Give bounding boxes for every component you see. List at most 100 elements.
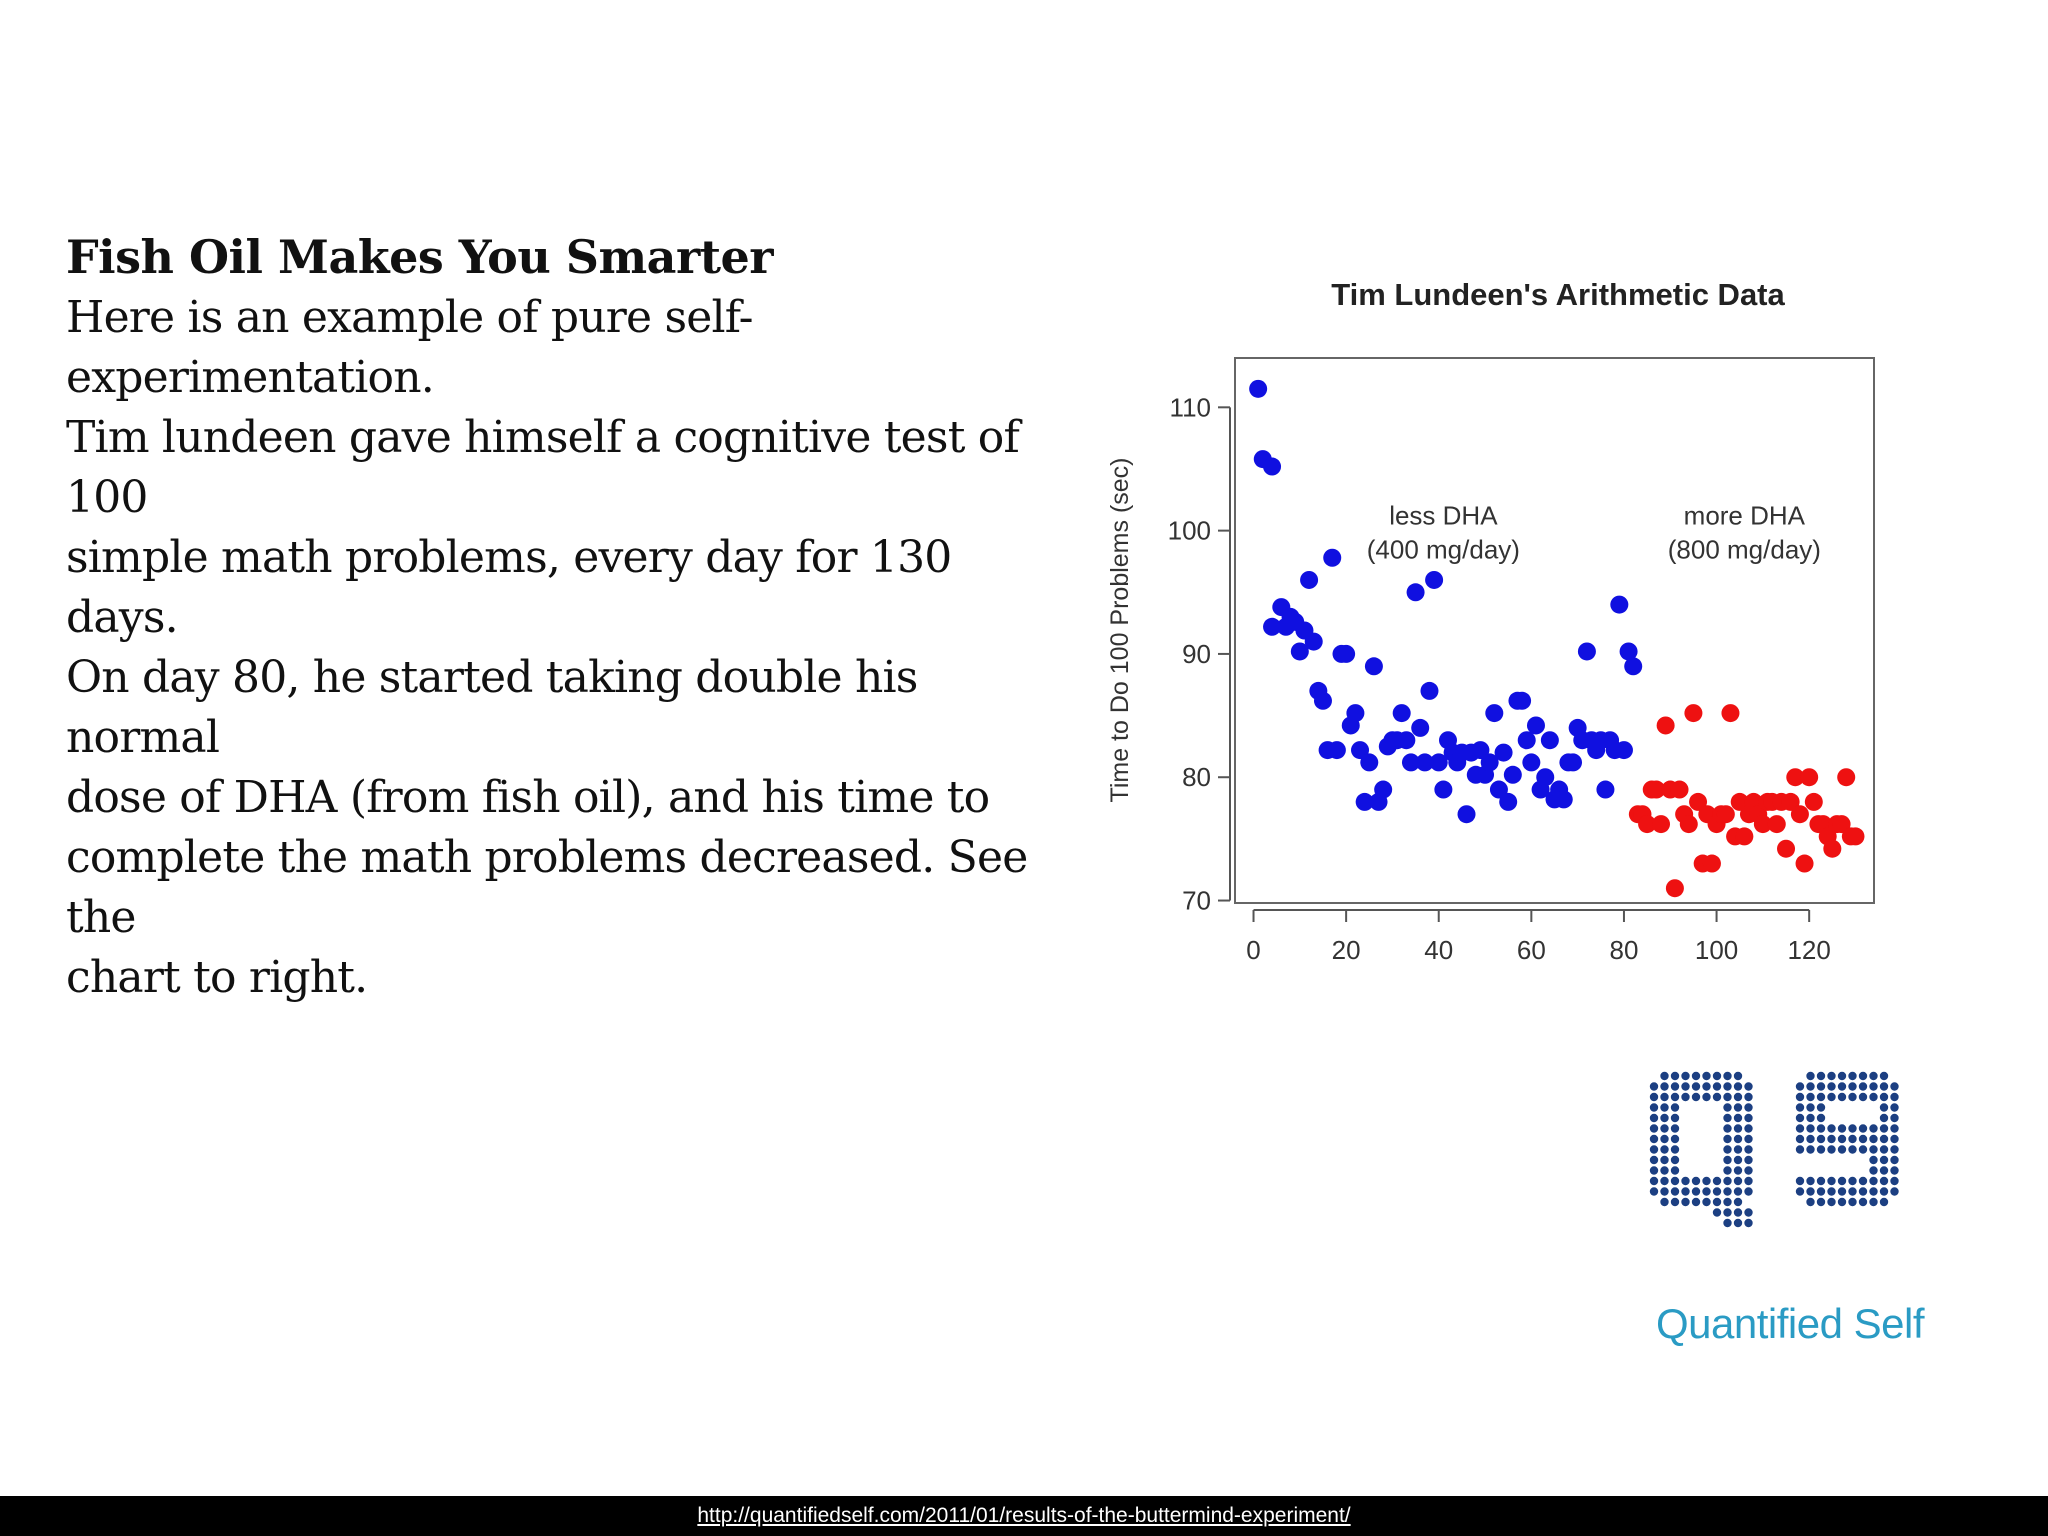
logo-dot [1869,1082,1878,1091]
logo-dot [1702,1176,1711,1186]
data-point [1716,805,1735,824]
x-tick-label: 100 [1695,935,1738,965]
arithmetic-scatter-chart: Tim Lundeen's Arithmetic Data Time to Do… [1106,277,1875,965]
logo-dot [1879,1145,1889,1154]
logo-dot [1702,1092,1711,1102]
data-point [1351,741,1370,760]
logo-dot [1723,1124,1732,1133]
logo-dot [1660,1134,1669,1144]
source-link[interactable]: http://quantifiedself.com/2011/01/result… [697,1504,1351,1527]
annotation-line: more DHA [1684,500,1806,530]
logo-dot [1660,1166,1669,1175]
logo-dot [1702,1071,1711,1081]
logo-dot [1744,1092,1753,1102]
logo-dot [1712,1092,1722,1102]
footer-bar: http://quantifiedself.com/2011/01/result… [0,1496,2048,1536]
logo-dot [1858,1187,1868,1196]
logo-dot [1806,1124,1815,1133]
logo-dot [1879,1071,1889,1081]
logo-dot [1660,1155,1669,1165]
data-point [1499,792,1518,811]
logo-dot [1858,1092,1868,1102]
logo-dot [1879,1124,1889,1133]
logo-dot [1744,1155,1753,1165]
logo-dot [1681,1082,1690,1091]
logo-dot [1744,1124,1753,1133]
data-point [1777,839,1796,858]
logo-dot [1816,1187,1826,1196]
qs-wordmark: Quantified Self [1655,1300,1925,1347]
logo-dot [1816,1103,1826,1112]
logo-dot [1723,1166,1732,1175]
logo-dot [1858,1124,1868,1133]
logo-dot [1816,1092,1826,1102]
logo-dot [1744,1208,1753,1217]
data-point [1540,731,1559,750]
logo-dot [1869,1176,1878,1186]
logo-dot [1848,1176,1857,1186]
y-tick-label: 110 [1170,392,1211,422]
data-point [1457,805,1476,824]
data-point [1429,753,1448,772]
logo-dot [1816,1082,1826,1091]
logo-dot [1733,1197,1743,1207]
qs-logo [1649,1071,1899,1228]
logo-dot [1837,1197,1847,1207]
logo-dot [1670,1103,1680,1112]
logo-dot [1879,1166,1889,1175]
logo-dot [1712,1176,1722,1186]
logo-dot [1795,1103,1805,1112]
data-point [1656,716,1675,735]
logo-dot [1649,1134,1659,1144]
data-point [1355,792,1374,811]
logo-dot [1858,1145,1868,1154]
data-point [1471,741,1490,760]
logo-dot [1816,1134,1826,1144]
annotation-line: less DHA [1389,500,1498,530]
logo-dot [1670,1155,1680,1165]
logo-dot [1837,1145,1847,1154]
series-group [1628,704,1865,898]
logo-dot [1816,1113,1826,1123]
y-tick-label: 90 [1182,639,1211,669]
data-point [1670,780,1689,799]
logo-dot [1827,1082,1836,1091]
data-point [1374,780,1393,799]
logo-dot [1670,1124,1680,1133]
y-axis: 70 80 90 100 110 [1168,392,1231,916]
logo-dot [1827,1071,1836,1081]
logo-dot [1681,1092,1690,1102]
data-point [1489,780,1508,799]
logo-dot [1670,1113,1680,1123]
annotation-line: (800 mg/day) [1668,534,1821,564]
logo-dot [1744,1103,1753,1112]
logo-dot [1723,1176,1732,1186]
body-line: dose of DHA (from fish oil), and his tim… [66,772,990,823]
data-point [1323,548,1342,567]
logo-dot [1795,1176,1805,1186]
logo-dot [1837,1187,1847,1196]
logo-dot [1837,1134,1847,1144]
data-point [1503,765,1522,784]
logo-dot [1681,1187,1690,1196]
logo-dot [1649,1113,1659,1123]
logo-dot [1670,1197,1680,1207]
chart-annotations: less DHA (400 mg/day) more DHA (800 mg/day) [1367,500,1821,564]
data-point [1702,854,1721,873]
data-point [1522,753,1541,772]
data-point [1846,827,1865,846]
logo-dot [1733,1071,1743,1081]
logo-dot [1649,1092,1659,1102]
logo-dot [1723,1187,1732,1196]
logo-dot [1660,1082,1669,1091]
data-point [1415,753,1434,772]
logo-dot [1670,1145,1680,1154]
data-point [1638,815,1657,834]
logo-dot [1712,1208,1722,1217]
logo-dot [1660,1187,1669,1196]
data-point [1300,570,1319,589]
logo-dot [1660,1103,1669,1112]
logo-dot [1837,1082,1847,1091]
logo-dot [1723,1071,1732,1081]
